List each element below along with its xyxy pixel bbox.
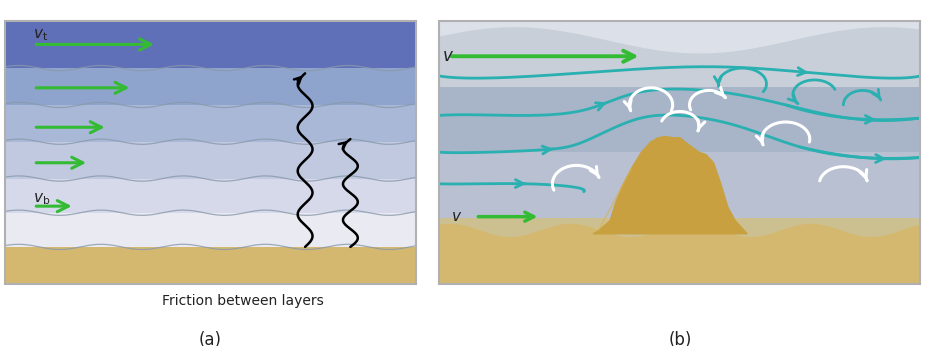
Bar bbox=[5, 213, 416, 247]
Bar bbox=[5, 21, 416, 68]
Bar bbox=[5, 105, 416, 142]
Bar bbox=[5, 247, 416, 284]
Bar bbox=[439, 21, 920, 86]
Bar bbox=[439, 86, 920, 152]
Text: (b): (b) bbox=[668, 331, 692, 346]
Bar bbox=[5, 68, 416, 105]
Bar bbox=[5, 179, 416, 213]
Text: $\mathit{v}$: $\mathit{v}$ bbox=[442, 47, 454, 65]
Bar bbox=[5, 142, 416, 179]
Bar bbox=[439, 218, 920, 284]
Polygon shape bbox=[593, 136, 747, 234]
Text: $\mathit{v}_\mathrm{t}$: $\mathit{v}_\mathrm{t}$ bbox=[33, 27, 48, 43]
Text: $\mathit{v}$: $\mathit{v}$ bbox=[451, 209, 462, 224]
Text: Friction between layers: Friction between layers bbox=[163, 294, 325, 308]
Text: $\mathit{v}_\mathrm{b}$: $\mathit{v}_\mathrm{b}$ bbox=[33, 192, 51, 207]
Text: (a): (a) bbox=[199, 331, 222, 346]
Polygon shape bbox=[598, 168, 632, 231]
Bar bbox=[439, 152, 920, 218]
Polygon shape bbox=[439, 225, 920, 284]
